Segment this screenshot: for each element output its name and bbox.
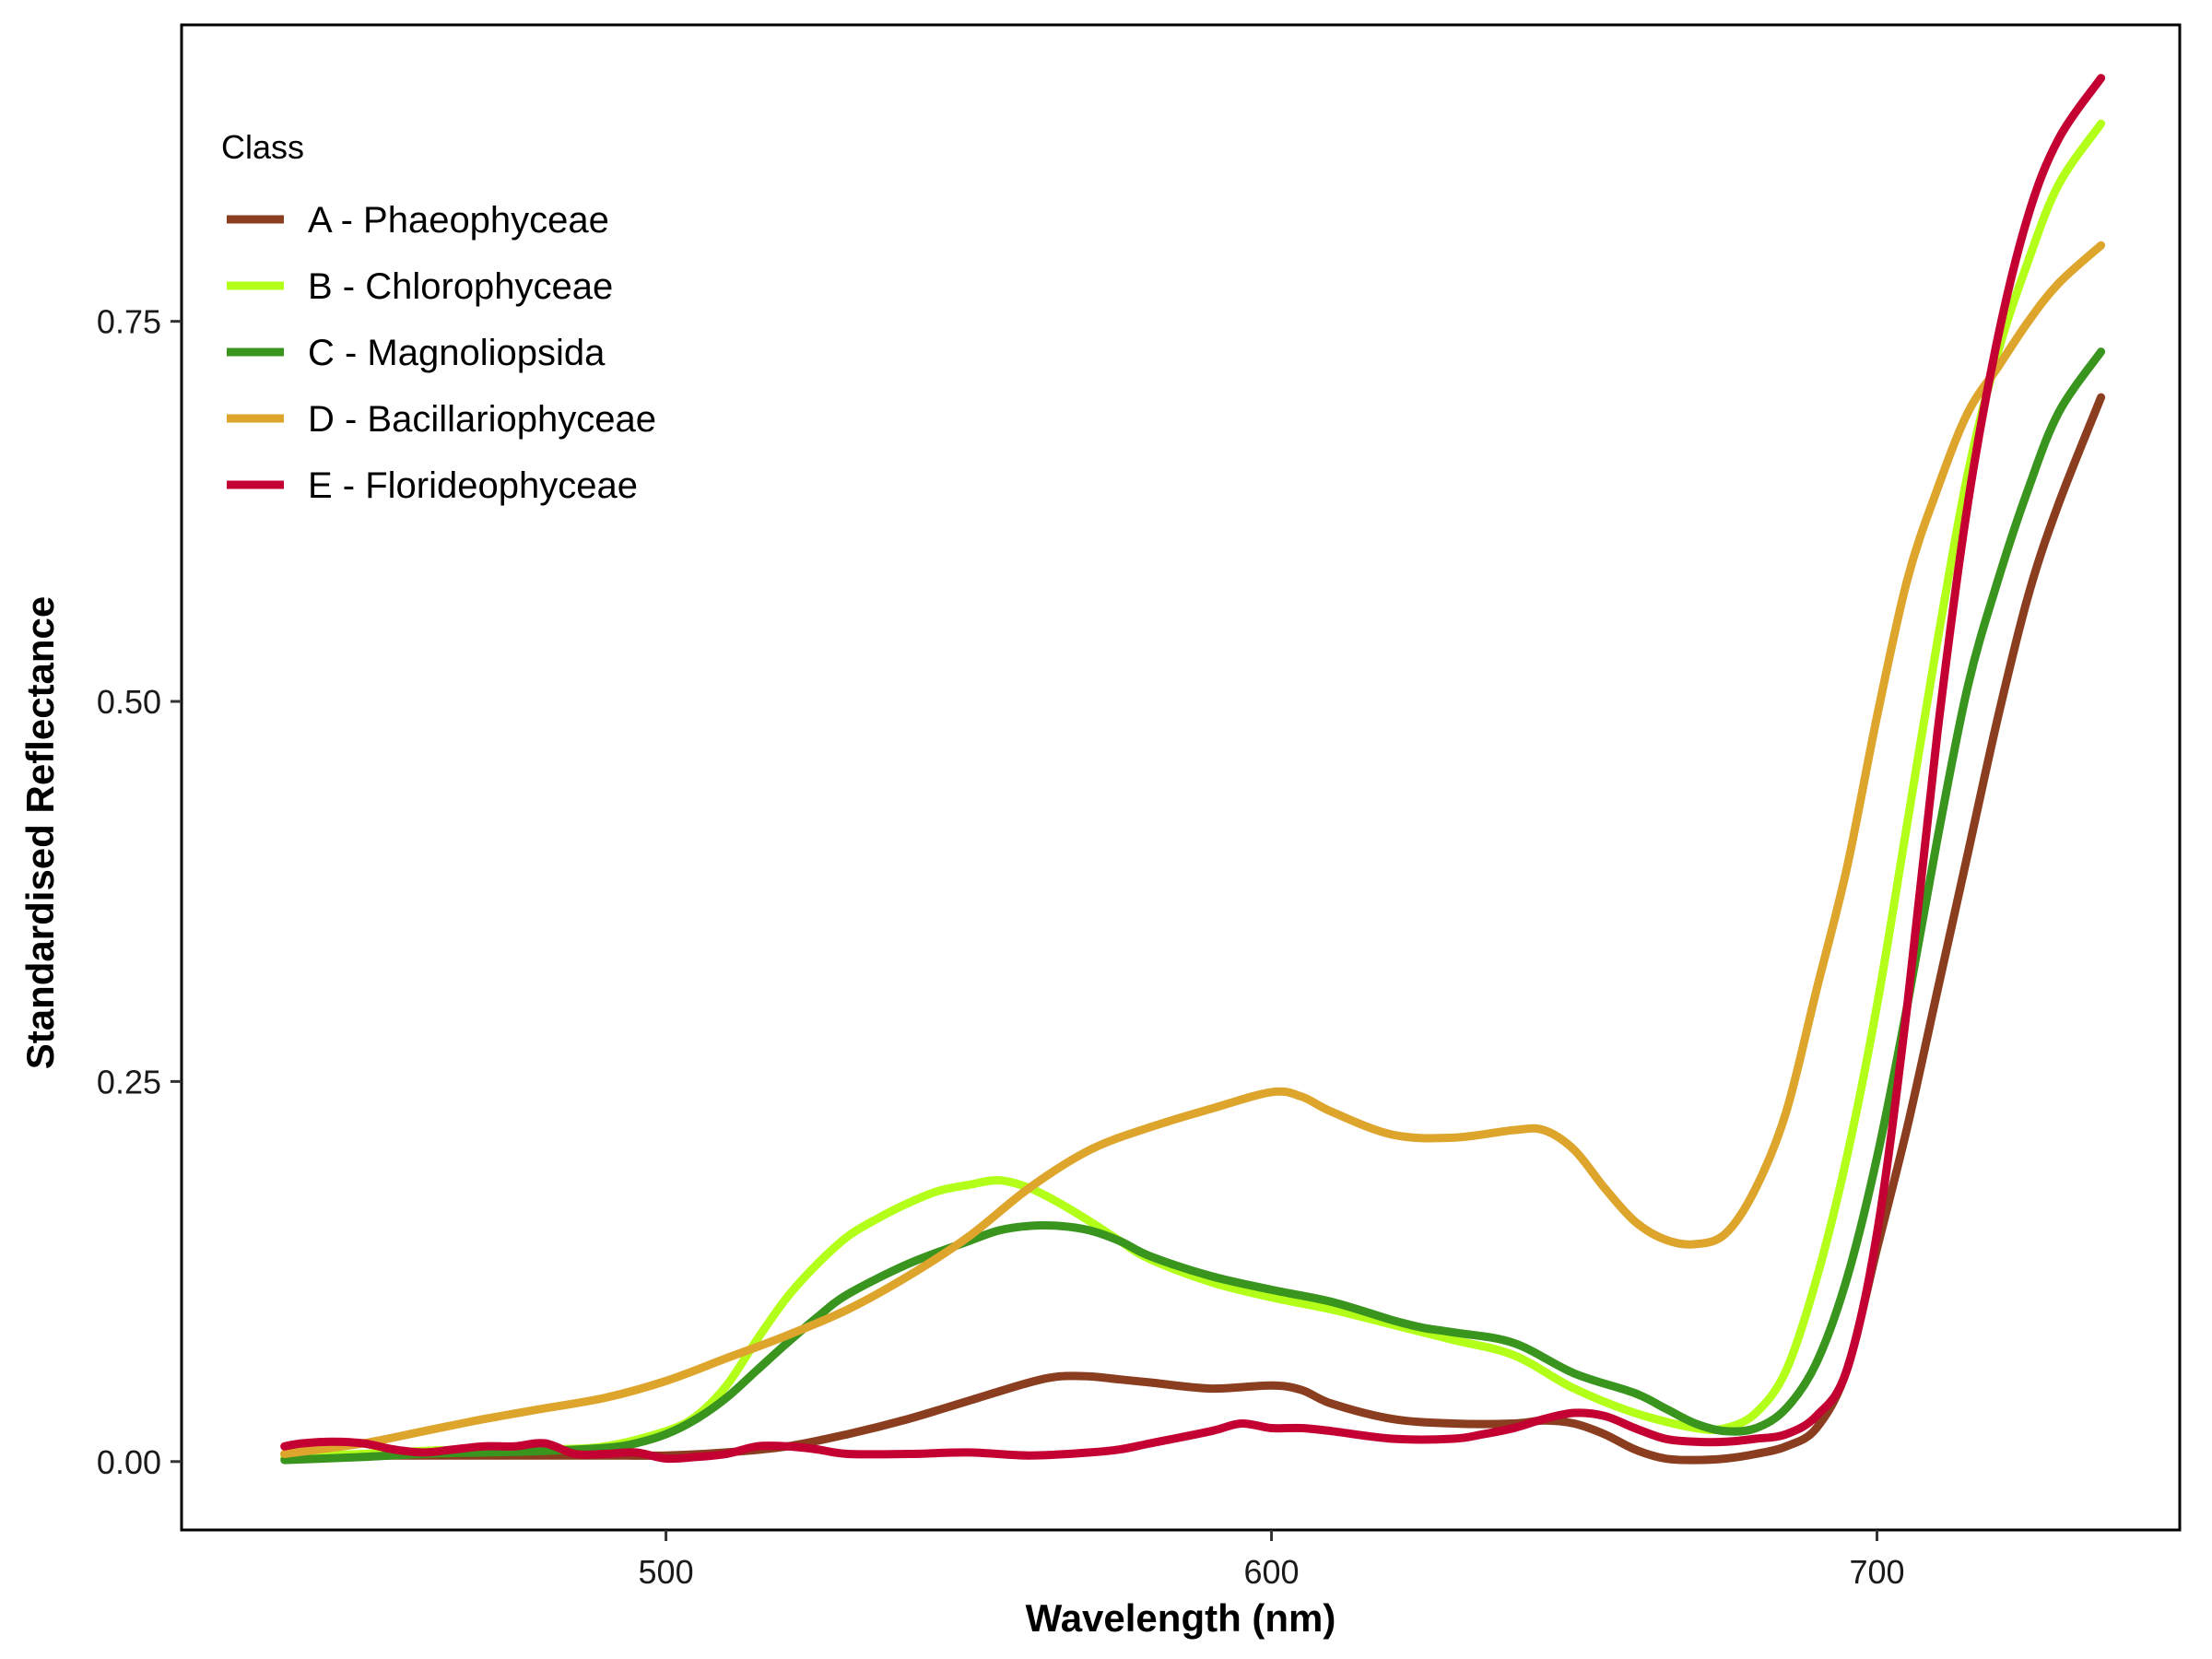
x-axis: 500 600 700 <box>639 1530 1905 1591</box>
y-axis-title: Standardised Reflectance <box>18 596 62 1070</box>
y-tick-label: 0.75 <box>97 303 161 341</box>
legend-title: Class <box>221 128 304 166</box>
y-tick-label: 0.50 <box>97 683 161 721</box>
series-line-b <box>280 119 2106 1462</box>
y-axis: 0.00 0.25 0.50 0.75 <box>97 303 182 1481</box>
y-tick-label: 0.25 <box>97 1063 161 1100</box>
plot-frame <box>180 23 2182 1532</box>
x-tick-label: 700 <box>1849 1553 1904 1591</box>
x-tick-label: 500 <box>639 1553 694 1591</box>
legend-label: E - Florideophyceae <box>308 465 638 506</box>
legend: Class A - Phaeophyceae B - Chlorophyceae C… <box>221 128 656 506</box>
x-axis-title: Wavelength (nm) <box>1026 1596 1336 1640</box>
legend-label: B - Chlorophyceae <box>308 266 613 307</box>
x-tick-label: 600 <box>1244 1553 1300 1591</box>
y-tick-label: 0.00 <box>97 1443 161 1481</box>
series-line-d <box>280 241 2106 1458</box>
series-layer <box>280 74 2106 1465</box>
legend-label: C - Magnoliopsida <box>308 333 606 373</box>
series-line-e <box>280 74 2106 1464</box>
legend-label: A - Phaeophyceae <box>308 200 609 241</box>
legend-label: D - Bacillariophyceae <box>308 399 656 440</box>
